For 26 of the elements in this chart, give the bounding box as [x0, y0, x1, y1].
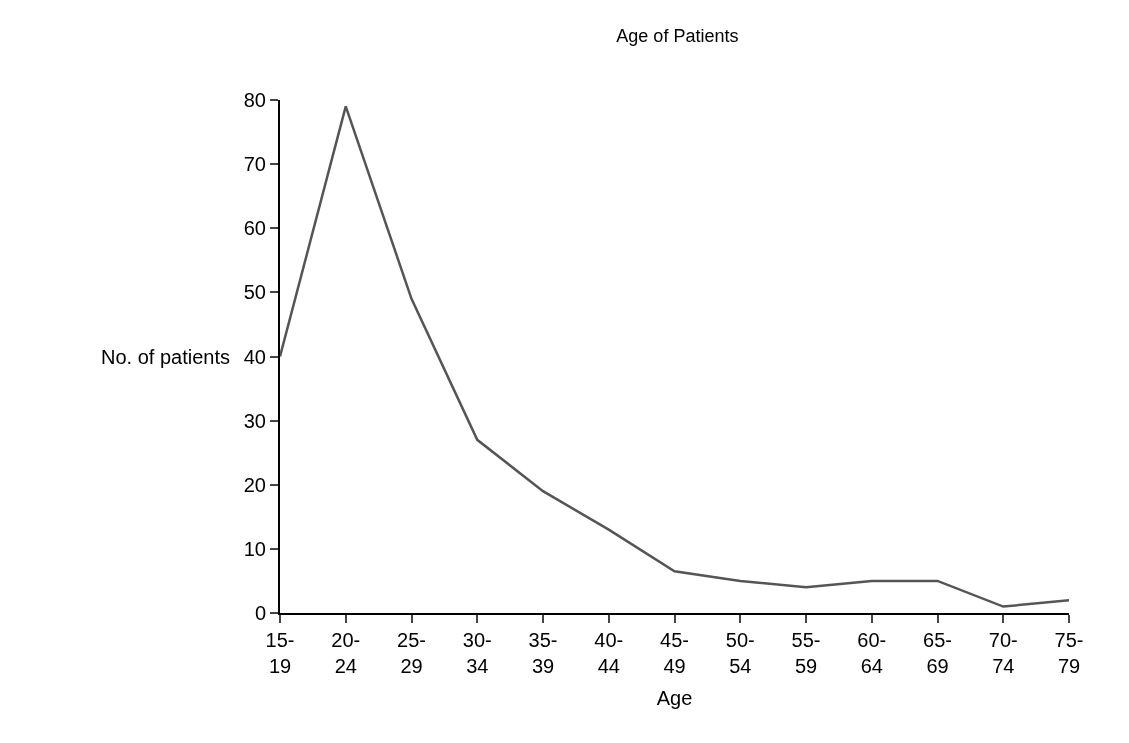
y-tick-label: 80 — [243, 89, 266, 111]
x-axis-title: Age — [656, 687, 693, 709]
x-tick-label: 25-29 — [397, 629, 426, 677]
x-tick-label: 40-44 — [594, 629, 624, 677]
x-tick-label: 30-34 — [462, 629, 492, 677]
y-tick-label: 70 — [243, 153, 266, 176]
chart-title: Age of Patients — [616, 26, 739, 47]
y-tick-label: 40 — [243, 345, 266, 368]
x-tick-label: 50-54 — [725, 629, 755, 677]
y-tick-label: 50 — [243, 281, 266, 304]
y-tick-label: 20 — [243, 473, 266, 496]
x-tick-label: 20-24 — [331, 629, 361, 677]
line-series — [280, 105, 1069, 608]
x-tick-label: 60-64 — [857, 629, 887, 677]
y-tick-label: 60 — [243, 217, 266, 240]
x-tick-label: 35-39 — [528, 629, 558, 677]
y-axis-title: No. of patients — [101, 346, 230, 368]
x-tick-label: 70-74 — [988, 629, 1018, 677]
y-tick-label: 10 — [243, 537, 266, 560]
x-tick-label: 75-79 — [1054, 629, 1084, 677]
x-tick-label: 45-49 — [660, 629, 689, 677]
x-tick-label: 15-19 — [265, 629, 295, 677]
x-tick-label: 65-69 — [923, 629, 952, 677]
x-tick-label: 55-59 — [791, 629, 821, 677]
y-tick-label: 0 — [254, 602, 266, 624]
y-tick-label: 30 — [243, 409, 266, 432]
